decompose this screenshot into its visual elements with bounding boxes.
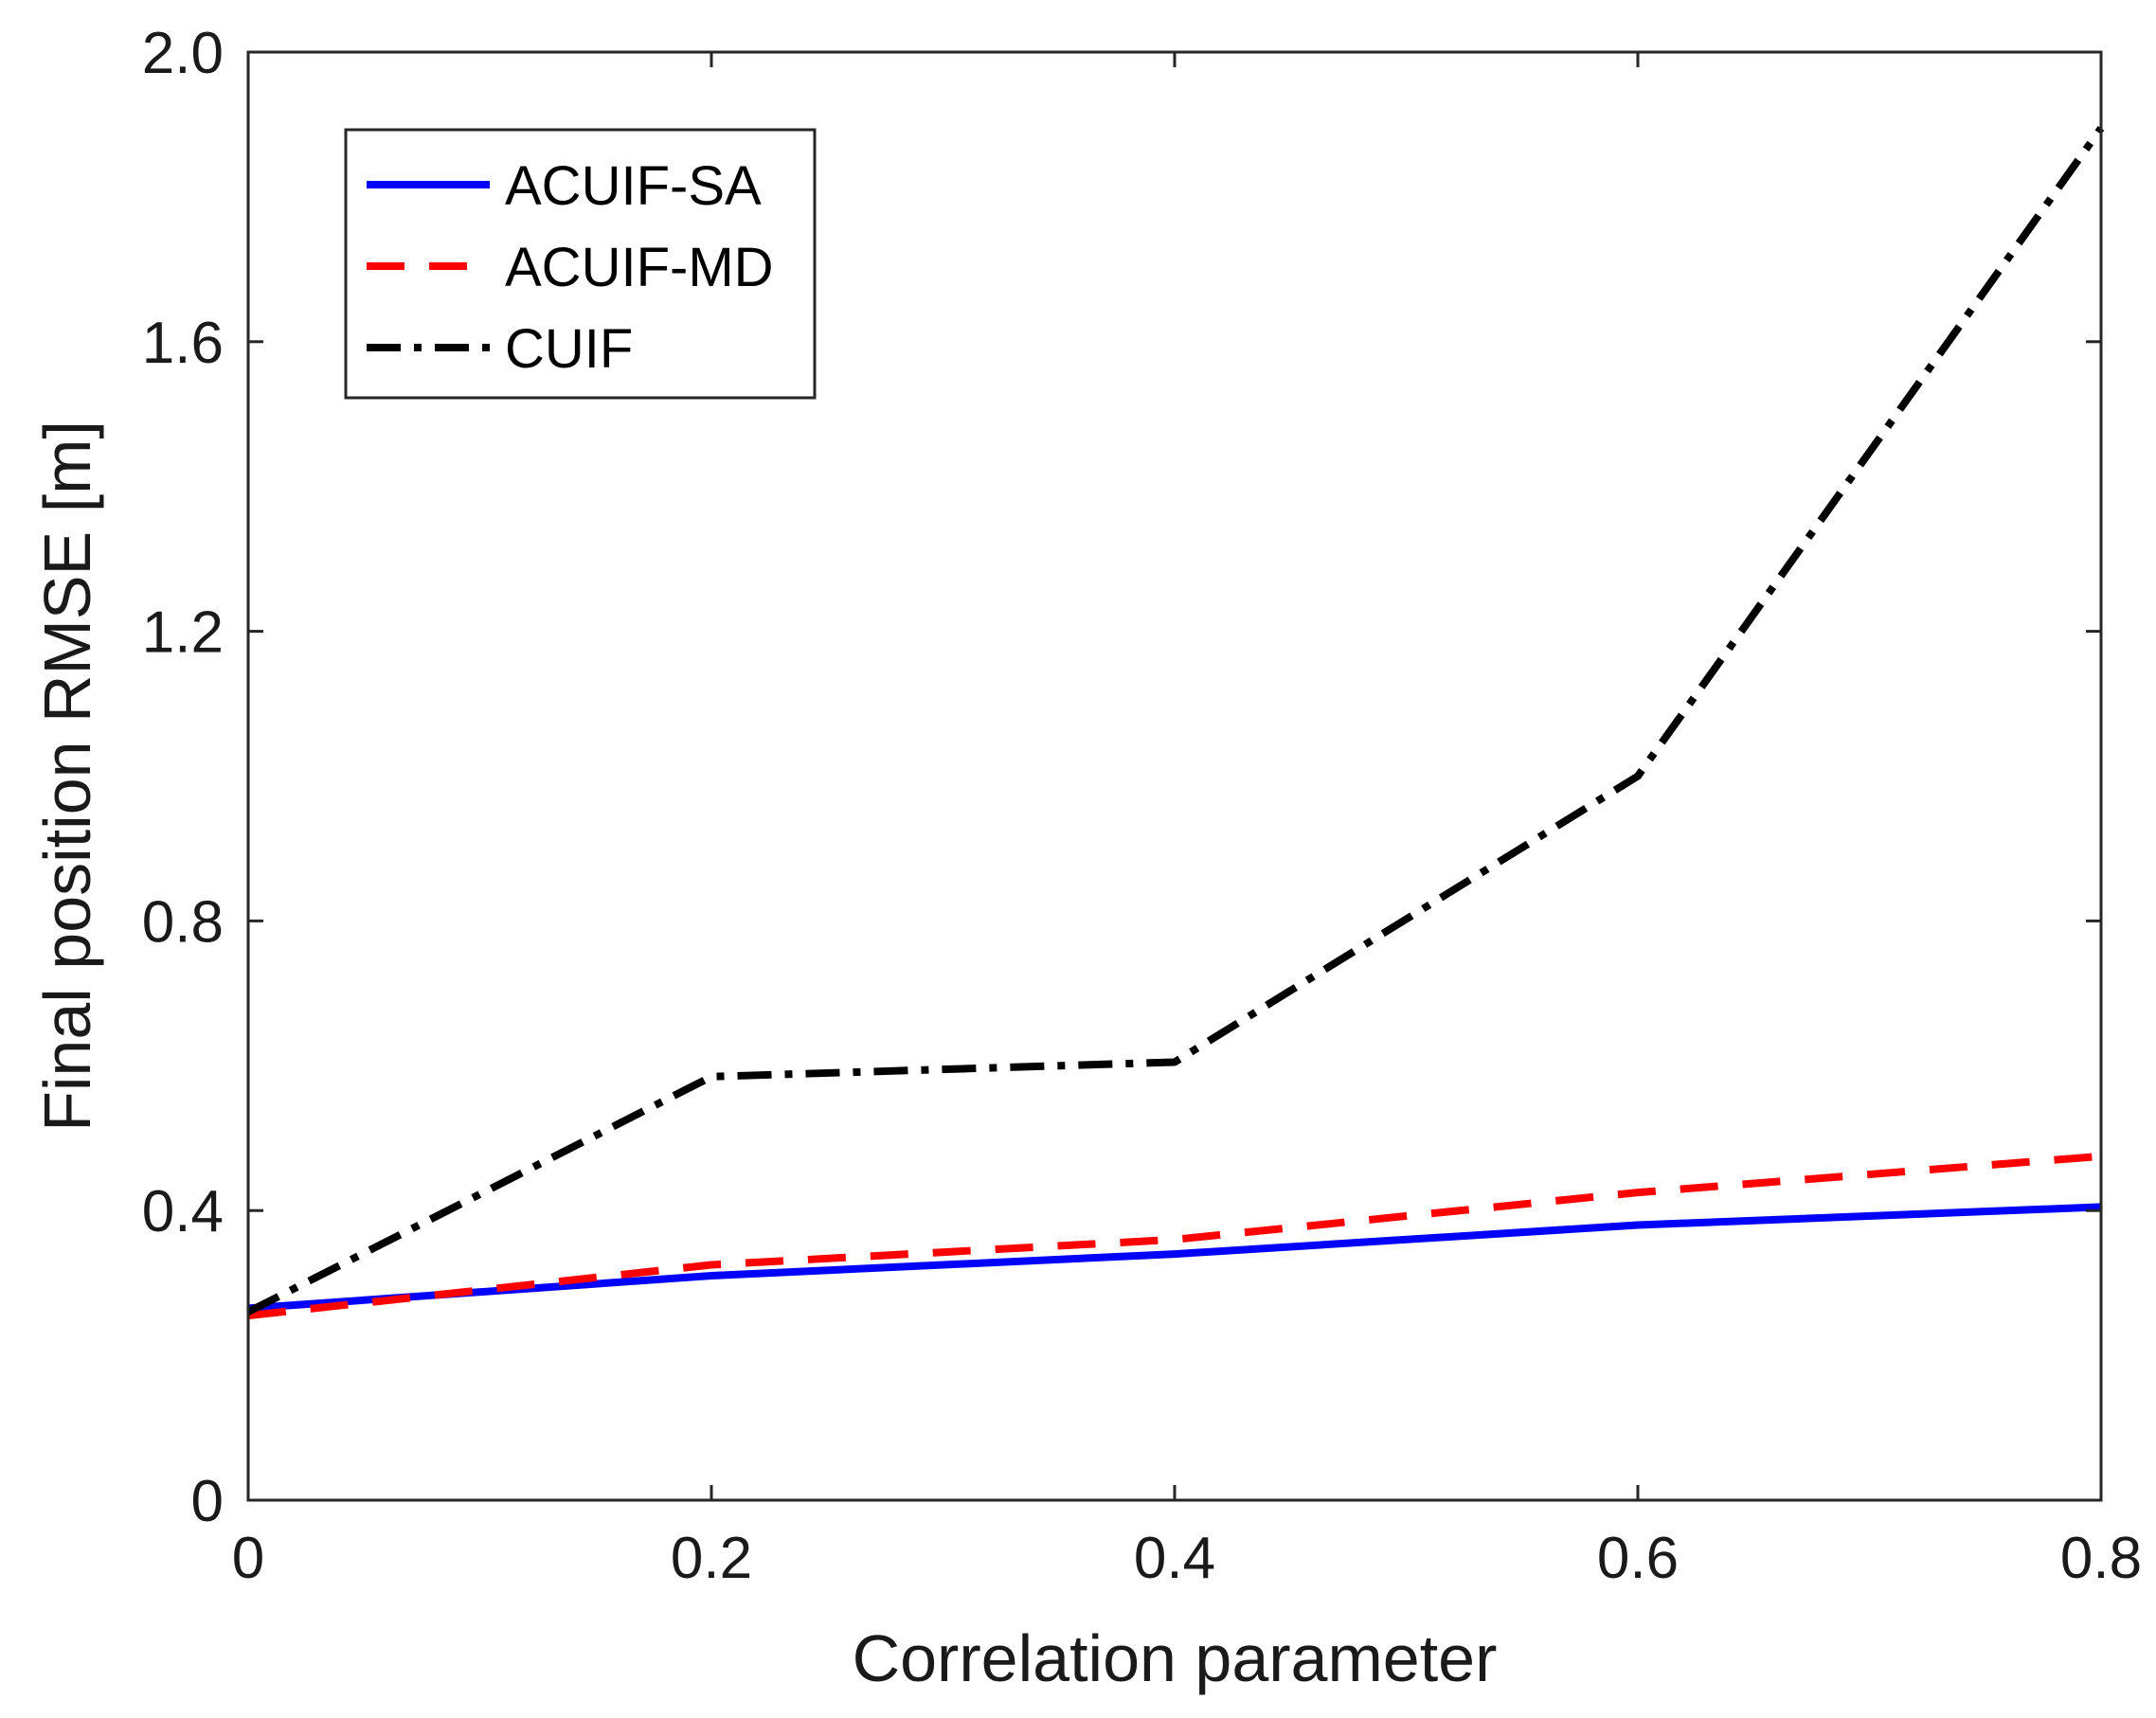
legend-label-acuif-sa: ACUIF-SA (505, 155, 762, 217)
series-line-acuif-sa (247, 1203, 2102, 1313)
y-tick-label: 0.8 (142, 889, 224, 955)
axis-ticks: 0 0.2 0.4 0.6 0.8 0 0.4 0.8 1.2 1.6 2.0 (142, 21, 2142, 1591)
y-axis-label: Final position RMSE [m] (30, 421, 104, 1132)
x-axis-label: Correlation parameter (853, 1621, 1498, 1695)
y-tick-label: 1.2 (142, 600, 224, 666)
legend-box (344, 128, 817, 400)
y-tick-label: 1.6 (142, 311, 224, 376)
x-tick-label: 0.8 (2060, 1526, 2142, 1591)
legend-label-cuif: CUIF (505, 318, 633, 380)
y-tick-label: 0 (191, 1469, 224, 1534)
axes-box (246, 50, 2103, 1502)
legend: ACUIF-SA ACUIF-MD CUIF (344, 128, 817, 400)
legend-label-acuif-md: ACUIF-MD (505, 237, 774, 298)
x-tick-label: 0 (232, 1526, 264, 1591)
series-line-cuif (246, 125, 2105, 1315)
x-tick-label: 0.6 (1597, 1526, 1679, 1591)
axes-frame (246, 50, 2103, 1502)
y-tick-label: 0.4 (142, 1179, 224, 1244)
x-tick-label: 0.4 (1134, 1526, 1215, 1591)
series-layer (246, 125, 2105, 1320)
y-tick-label: 2.0 (142, 21, 224, 86)
x-tick-label: 0.2 (671, 1526, 752, 1591)
